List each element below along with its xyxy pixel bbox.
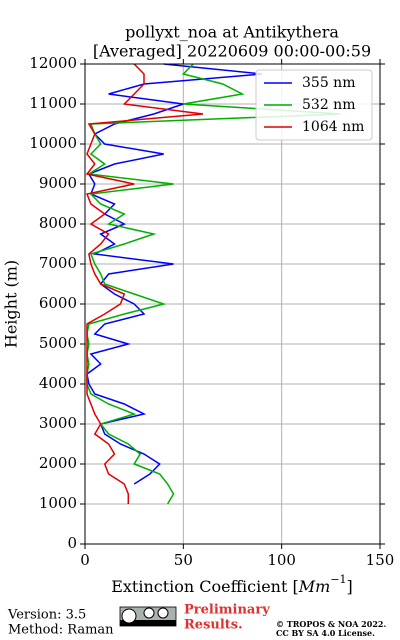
chart-subtitle: [Averaged] 20220609 00:00-00:59 <box>93 42 371 61</box>
x-tick-label: 100 <box>267 551 296 569</box>
y-tick-label: 6000 <box>39 294 77 312</box>
results: Results. <box>184 618 243 633</box>
y-tick-label: 8000 <box>39 214 77 232</box>
y-tick-label: 2000 <box>39 454 77 472</box>
x-label-text: Extinction Coefficient [ <box>111 577 299 596</box>
y-tick-label: 1000 <box>39 494 77 512</box>
y-tick-label: 9000 <box>39 174 77 192</box>
preliminary: Preliminary <box>184 603 270 618</box>
plot-frame <box>84 63 381 545</box>
x-label-close: ] <box>347 577 353 596</box>
y-tick-label: 10000 <box>29 134 77 152</box>
y-tick-label: 12000 <box>29 54 77 72</box>
y-tick-label: 3000 <box>39 414 77 432</box>
x-tick-label: 50 <box>174 551 193 569</box>
x-tick-label: 150 <box>366 551 395 569</box>
y-tick-label: 11000 <box>29 94 77 112</box>
y-tick-label: 0 <box>67 534 77 552</box>
legend-label: 532 nm <box>302 97 355 113</box>
method: Method: Raman <box>8 623 114 638</box>
chart-title: pollyxt_noa at Antikythera <box>125 23 339 42</box>
profile-line <box>85 63 204 504</box>
x-label-exponent: −1 <box>330 573 346 586</box>
legend-label: 1064 nm <box>302 119 364 135</box>
profile-line <box>86 63 341 505</box>
license: CC BY SA 4.0 License. <box>276 628 375 638</box>
x-axis-label: Extinction Coefficient [Mm−1] <box>111 573 353 596</box>
x-label-unit: Mm <box>298 577 331 596</box>
y-axis-label: Height (m) <box>2 260 21 348</box>
copyright: © TROPOS & NOA 2022. <box>276 619 386 629</box>
y-tick-label: 7000 <box>39 254 77 272</box>
y-tick-label: 4000 <box>39 374 77 392</box>
legend-label: 355 nm <box>302 75 355 91</box>
y-tick-label: 5000 <box>39 334 77 352</box>
x-tick-label: 0 <box>80 551 90 569</box>
version: Version: 3.5 <box>7 608 86 623</box>
cc-badge <box>119 606 177 627</box>
legend-box <box>255 69 373 141</box>
